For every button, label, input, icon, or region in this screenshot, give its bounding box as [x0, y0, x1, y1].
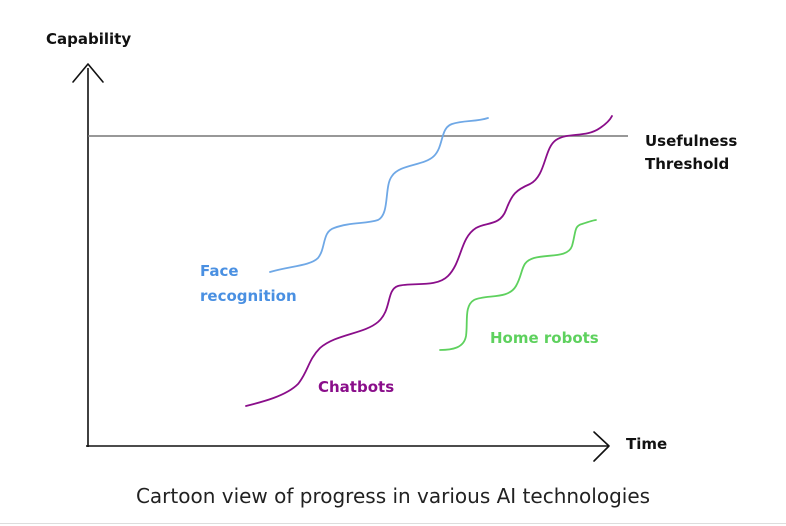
x-axis-label: Time [626, 435, 667, 453]
series-label-home-robots: Home robots [490, 329, 599, 347]
divider [0, 523, 786, 524]
threshold-label-line1: Usefulness [645, 132, 737, 150]
series-label-face-recognition-line1: Face [200, 262, 239, 280]
y-axis-label: Capability [46, 30, 131, 48]
threshold-label-line2: Threshold [645, 155, 729, 173]
series-label-chatbots: Chatbots [318, 378, 394, 396]
x-axis-arrowhead [593, 431, 610, 462]
series-line-home-robots [439, 219, 597, 351]
series-label-face-recognition-line2: recognition [200, 287, 297, 305]
series-line-face-recognition [269, 117, 489, 273]
progress-diagram: Capability Time Usefulness Threshold Fac… [46, 30, 737, 462]
figure-caption: Cartoon view of progress in various AI t… [135, 484, 651, 508]
y-axis-arrowhead [72, 63, 104, 83]
series-line-chatbots [245, 115, 613, 407]
